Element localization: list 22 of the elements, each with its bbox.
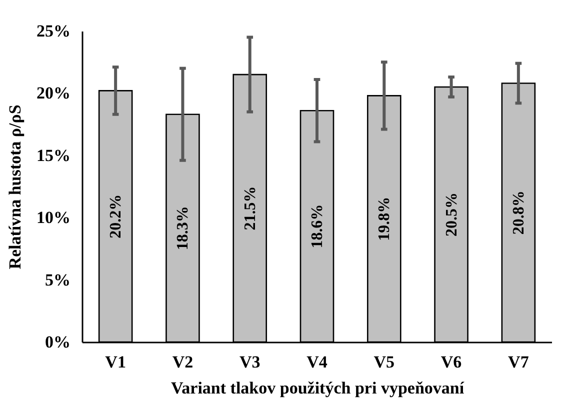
y-tick-label: 15% (36, 146, 70, 165)
y-tick-label: 25% (36, 22, 70, 40)
data-label: 18.3% (174, 206, 192, 250)
data-label: 20.5% (443, 192, 460, 236)
y-tick-label: 20% (36, 84, 70, 103)
y-tick-label: 0% (45, 332, 70, 352)
x-tick-label: V7 (508, 352, 530, 372)
y-tick-label: 10% (36, 208, 70, 228)
data-label: 18.6% (309, 204, 326, 248)
x-tick-label: V3 (239, 352, 260, 372)
data-label: 19.8% (376, 196, 394, 241)
x-axis-title: Variant tlakov použitých pri vypeňovaní (170, 378, 464, 398)
y-axis-title: Relatívna hustota ρ/ρS (6, 104, 24, 270)
data-label: 20.2% (108, 194, 125, 238)
data-label: 20.8% (510, 190, 528, 235)
x-tick-label: V6 (440, 352, 462, 372)
x-tick-label: V1 (105, 352, 126, 372)
x-tick-label: V2 (172, 352, 194, 372)
y-tick-label: 5% (45, 270, 70, 290)
data-label: 21.5% (242, 186, 259, 230)
x-tick-label: V5 (374, 352, 395, 372)
x-tick-label: V4 (306, 352, 328, 372)
